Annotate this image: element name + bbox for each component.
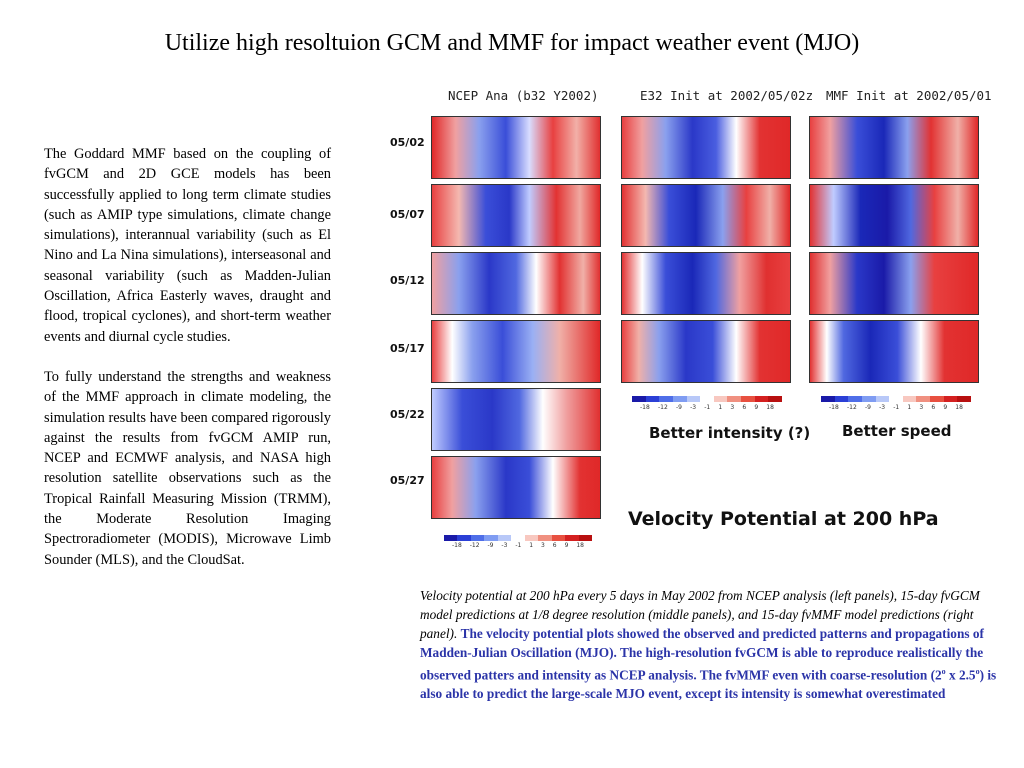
map-panel xyxy=(809,184,979,247)
map-panel xyxy=(621,252,791,315)
velocity-potential-figure: NCEP Ana (b32 Y2002) E32 Init at 2002/05… xyxy=(384,84,1004,560)
colorbar-swatch xyxy=(524,535,539,541)
caption-bold-2: x 2.5 xyxy=(945,667,976,683)
date-label: 05/07 xyxy=(390,208,425,221)
body-paragraph-1: The Goddard MMF based on the coupling of… xyxy=(44,146,331,345)
colorbar-left xyxy=(444,535,592,541)
colorbar-right xyxy=(821,396,972,402)
date-label: 05/27 xyxy=(390,474,425,487)
caption-bold-1: The velocity potential plots showed the … xyxy=(420,626,984,683)
date-label: 05/17 xyxy=(390,342,425,355)
colorbar-swatch xyxy=(457,535,471,541)
colorbar-swatch xyxy=(484,535,498,541)
colorbar-right-labels: -18 -12 -9 -3 -1 1 3 6 9 18 xyxy=(829,404,963,411)
map-panel xyxy=(809,116,979,179)
degree-superscript: o xyxy=(941,667,946,676)
page-title: Utilize high resoltuion GCM and MMF for … xyxy=(164,30,860,56)
colorbar-middle-labels: -18 -12 -9 -3 -1 1 3 6 9 18 xyxy=(640,404,774,411)
map-panel xyxy=(431,320,601,383)
map-panel xyxy=(431,116,601,179)
map-panel xyxy=(621,320,791,383)
map-panel xyxy=(431,252,601,315)
colorbar-swatch xyxy=(470,535,485,541)
colorbar-swatch xyxy=(565,535,579,541)
caption-bold-3: ) is also able to predict the large-scal… xyxy=(420,667,997,702)
date-label: 05/12 xyxy=(390,274,425,287)
degree-superscript: o xyxy=(975,667,980,676)
map-panel xyxy=(431,456,601,519)
map-panel xyxy=(621,116,791,179)
colorbar-swatch xyxy=(444,535,458,541)
colorbar-swatch xyxy=(538,535,552,541)
caption-italic: Velocity potential at 200 hPa every 5 da… xyxy=(420,588,980,641)
note-better-speed: Better speed xyxy=(842,422,952,440)
colorbar-swatch xyxy=(578,535,592,541)
map-panel xyxy=(809,320,979,383)
date-label: 05/02 xyxy=(390,136,425,149)
map-panel xyxy=(431,184,601,247)
body-text: The Goddard MMF based on the coupling of… xyxy=(44,144,331,590)
body-paragraph-2: To fully understand the strengths and we… xyxy=(44,368,331,568)
note-better-intensity: Better intensity (?) xyxy=(649,424,811,442)
figure-caption: Velocity potential at 200 hPa every 5 da… xyxy=(420,586,998,703)
map-panel xyxy=(431,388,601,451)
colorbar-swatch xyxy=(511,535,525,541)
colorbar-left-labels: -18 -12 -9 -3 -1 1 3 6 9 18 xyxy=(452,542,584,549)
map-panel xyxy=(809,252,979,315)
colorbar-swatch xyxy=(551,535,566,541)
colorbar-middle xyxy=(632,396,783,402)
column-title-mmf: MMF Init at 2002/05/01 xyxy=(826,88,992,103)
column-title-ncep: NCEP Ana (b32 Y2002) xyxy=(448,88,599,103)
date-label: 05/22 xyxy=(390,408,425,421)
column-title-e32: E32 Init at 2002/05/02z xyxy=(640,88,814,103)
figure-title: Velocity Potential at 200 hPa xyxy=(628,508,939,530)
map-panel xyxy=(621,184,791,247)
colorbar-swatch xyxy=(497,535,512,541)
